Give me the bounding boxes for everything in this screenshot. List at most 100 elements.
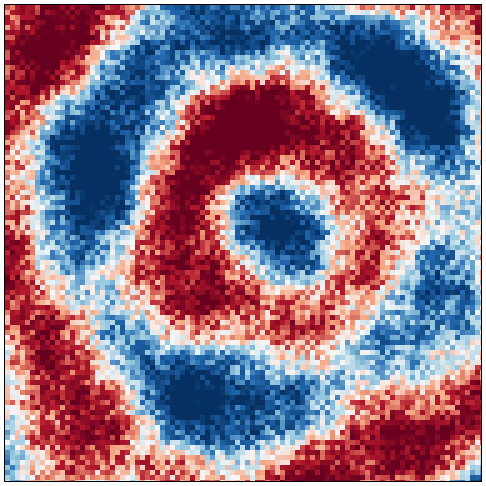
field-cell <box>230 65 236 71</box>
field-cell <box>365 245 371 251</box>
field-cell <box>365 100 371 106</box>
field-cell <box>65 235 71 241</box>
field-cell <box>195 250 201 256</box>
field-cell <box>20 230 26 236</box>
field-cell <box>345 75 351 81</box>
field-cell <box>25 30 31 36</box>
field-cell <box>280 175 286 181</box>
field-cell <box>140 185 146 191</box>
field-cell <box>455 130 461 136</box>
field-cell <box>215 220 221 226</box>
field-cell <box>150 165 156 171</box>
field-cell <box>255 65 261 71</box>
field-cell <box>10 65 16 71</box>
field-cell <box>395 180 401 186</box>
field-cell <box>455 180 461 186</box>
field-cell <box>260 175 266 181</box>
field-cell <box>20 40 26 46</box>
field-cell <box>30 70 36 76</box>
field-cell <box>175 85 181 91</box>
field-cell <box>5 235 11 241</box>
field-cell <box>350 235 356 241</box>
field-cell <box>300 105 306 111</box>
field-cell <box>455 150 461 156</box>
field-cell <box>380 65 386 71</box>
field-cell <box>40 150 46 156</box>
field-cell <box>25 45 31 51</box>
field-cell <box>410 240 416 246</box>
field-cell <box>415 40 421 46</box>
field-cell <box>15 145 21 151</box>
field-cell <box>145 75 151 81</box>
field-cell <box>125 205 131 211</box>
field-cell <box>380 260 386 266</box>
field-cell <box>415 45 421 51</box>
field-cell <box>245 10 251 16</box>
field-cell <box>175 225 181 231</box>
field-cell <box>385 195 391 201</box>
field-cell <box>50 50 56 56</box>
field-cell <box>150 210 156 216</box>
field-cell <box>340 240 346 246</box>
field-cell <box>350 135 356 141</box>
field-cell <box>15 250 21 256</box>
field-cell <box>305 260 311 266</box>
field-cell <box>210 260 216 266</box>
field-cell <box>325 255 331 261</box>
field-cell <box>345 30 351 36</box>
field-cell <box>325 225 331 231</box>
field-cell <box>30 85 36 91</box>
field-cell <box>160 230 166 236</box>
field-cell <box>435 10 441 16</box>
field-cell <box>20 20 26 26</box>
field-cell <box>350 170 356 176</box>
field-cell <box>275 105 281 111</box>
field-cell <box>250 245 256 251</box>
field-cell <box>85 75 91 81</box>
field-cell <box>410 250 416 256</box>
field-cell <box>210 120 216 126</box>
field-cell <box>120 10 126 16</box>
field-cell <box>70 10 76 16</box>
field-cell <box>475 100 481 106</box>
field-cell <box>65 185 71 191</box>
field-cell <box>150 145 156 151</box>
field-cell <box>150 70 156 76</box>
field-cell <box>350 20 356 26</box>
field-cell <box>115 55 121 61</box>
field-cell <box>310 190 316 196</box>
field-cell <box>470 170 476 176</box>
field-cell <box>440 120 446 126</box>
field-cell <box>425 60 431 66</box>
field-cell <box>335 155 341 161</box>
field-cell <box>115 135 121 141</box>
field-cell <box>135 155 141 161</box>
field-cell <box>165 45 171 51</box>
field-cell <box>105 260 111 266</box>
field-cell <box>420 240 426 246</box>
field-cell <box>370 260 376 266</box>
field-cell <box>380 45 386 51</box>
field-cell <box>205 205 211 211</box>
field-cell <box>10 70 16 76</box>
field-cell <box>80 25 86 31</box>
field-cell <box>210 210 216 216</box>
field-cell <box>290 150 296 156</box>
field-cell <box>205 95 211 101</box>
field-cell <box>20 80 26 86</box>
field-cell <box>380 35 386 41</box>
field-cell <box>60 195 66 201</box>
field-cell <box>100 10 106 16</box>
field-cell <box>450 70 456 76</box>
field-cell <box>15 255 21 261</box>
field-cell <box>200 95 206 101</box>
field-cell <box>135 210 141 216</box>
field-cell <box>350 25 356 31</box>
field-cell <box>210 200 216 206</box>
field-cell <box>250 40 256 46</box>
field-cell <box>225 205 231 211</box>
field-cell <box>395 85 401 91</box>
field-cell <box>305 140 311 146</box>
field-cell <box>455 155 461 161</box>
field-cell <box>305 150 311 156</box>
